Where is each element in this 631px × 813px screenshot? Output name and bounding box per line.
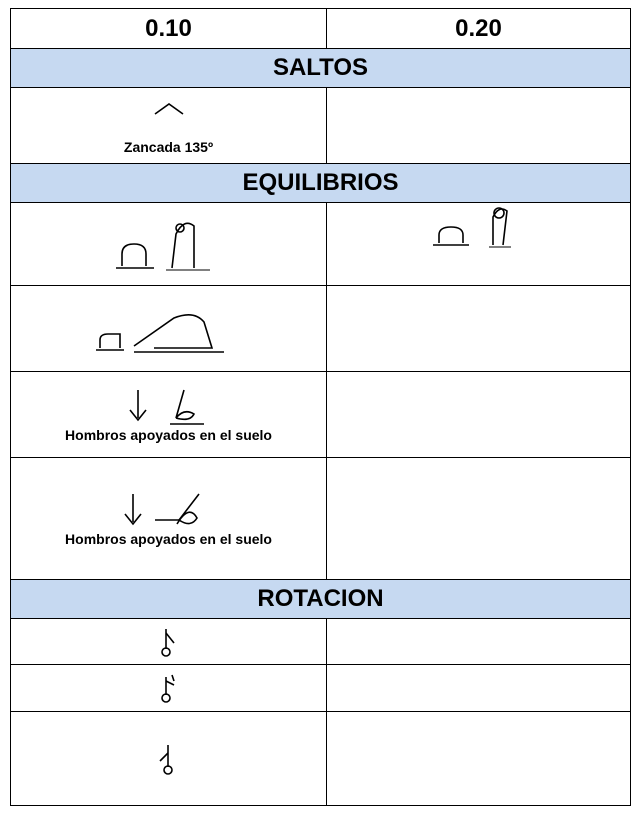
symbol <box>115 222 210 271</box>
header-row: 0.10 0.20 <box>10 8 631 49</box>
symbol <box>123 493 200 525</box>
section-title: SALTOS <box>10 48 631 88</box>
cell: Hombros apoyados en el suelo <box>10 457 327 580</box>
section-title: EQUILIBRIOS <box>10 163 631 203</box>
cell <box>10 711 327 806</box>
cell <box>326 285 631 372</box>
cell <box>326 618 631 665</box>
symbol <box>160 628 175 657</box>
section-title: ROTACION <box>10 579 631 619</box>
symbol <box>154 102 183 115</box>
symbol <box>158 744 173 775</box>
symbol <box>432 207 511 248</box>
caption: Zancada 135º <box>123 138 214 155</box>
caption: Hombros apoyados en el suelo <box>65 426 272 443</box>
cell <box>10 285 327 372</box>
difficulty-table: 0.10 0.20 SALTOS Zancada 135º EQUILIBRIO… <box>10 8 631 806</box>
symbol <box>160 674 175 703</box>
cell <box>326 87 631 164</box>
cell <box>10 202 327 286</box>
symbol <box>128 389 204 425</box>
cell <box>326 664 631 712</box>
cell <box>326 202 631 286</box>
header-cell: 0.20 <box>326 8 631 49</box>
cell: Hombros apoyados en el suelo <box>10 371 327 458</box>
cell <box>10 618 327 665</box>
caption: Hombros apoyados en el suelo <box>65 530 272 547</box>
cell <box>326 371 631 458</box>
cell <box>10 664 327 712</box>
cell: Zancada 135º <box>10 87 327 164</box>
cell <box>326 457 631 580</box>
header-cell: 0.10 <box>10 8 327 49</box>
symbol <box>95 313 224 353</box>
cell <box>326 711 631 806</box>
